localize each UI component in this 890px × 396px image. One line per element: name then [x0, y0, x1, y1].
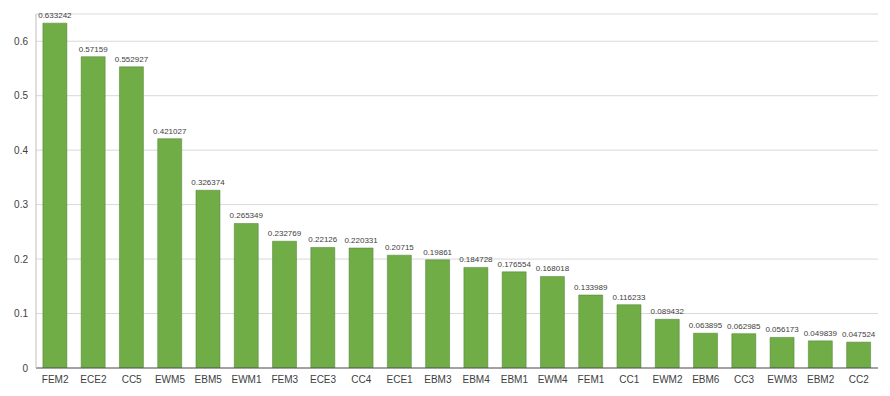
- svg-text:0.3: 0.3: [14, 199, 28, 210]
- svg-text:0.22126: 0.22126: [308, 235, 337, 244]
- svg-text:CC4: CC4: [351, 374, 371, 385]
- svg-text:0.57159: 0.57159: [79, 45, 108, 54]
- svg-text:CC5: CC5: [122, 374, 142, 385]
- svg-text:0.232769: 0.232769: [268, 229, 302, 238]
- svg-text:0.220331: 0.220331: [344, 236, 378, 245]
- svg-text:0.265349: 0.265349: [230, 211, 264, 220]
- svg-text:EBM1: EBM1: [501, 374, 529, 385]
- svg-text:0.063895: 0.063895: [689, 321, 723, 330]
- svg-text:0.168018: 0.168018: [536, 264, 570, 273]
- svg-text:0.2: 0.2: [14, 254, 28, 265]
- svg-text:0.133989: 0.133989: [574, 283, 608, 292]
- svg-text:0.6: 0.6: [14, 36, 28, 47]
- svg-text:EWM4: EWM4: [538, 374, 568, 385]
- svg-text:0.056173: 0.056173: [765, 325, 799, 334]
- svg-text:FEM3: FEM3: [271, 374, 298, 385]
- svg-text:0.5: 0.5: [14, 90, 28, 101]
- svg-text:EWM5: EWM5: [155, 374, 185, 385]
- svg-text:0: 0: [22, 363, 28, 374]
- svg-text:0.049839: 0.049839: [804, 329, 838, 338]
- svg-text:EBM2: EBM2: [807, 374, 835, 385]
- svg-text:0.047524: 0.047524: [842, 330, 876, 339]
- svg-text:FEM2: FEM2: [42, 374, 69, 385]
- svg-text:0.421027: 0.421027: [153, 127, 187, 136]
- svg-text:CC2: CC2: [849, 374, 869, 385]
- svg-text:0.633242: 0.633242: [38, 11, 72, 20]
- svg-text:0.20715: 0.20715: [385, 243, 414, 252]
- svg-text:EBM6: EBM6: [692, 374, 720, 385]
- svg-text:EBM3: EBM3: [424, 374, 452, 385]
- svg-text:0.184728: 0.184728: [459, 255, 493, 264]
- svg-text:0.176554: 0.176554: [497, 260, 531, 269]
- svg-text:ECE2: ECE2: [80, 374, 107, 385]
- svg-text:0.552927: 0.552927: [115, 55, 149, 64]
- svg-text:0.062985: 0.062985: [727, 322, 761, 331]
- svg-text:ECE1: ECE1: [387, 374, 414, 385]
- svg-text:0.4: 0.4: [14, 145, 28, 156]
- svg-text:CC3: CC3: [734, 374, 754, 385]
- svg-text:CC1: CC1: [619, 374, 639, 385]
- svg-text:0.326374: 0.326374: [191, 178, 225, 187]
- svg-text:0.1: 0.1: [14, 308, 28, 319]
- svg-text:FEM1: FEM1: [578, 374, 605, 385]
- svg-text:0.19861: 0.19861: [423, 248, 452, 257]
- svg-text:EWM3: EWM3: [767, 374, 797, 385]
- svg-text:ECE3: ECE3: [310, 374, 337, 385]
- svg-text:EWM2: EWM2: [653, 374, 683, 385]
- svg-text:0.089432: 0.089432: [651, 307, 685, 316]
- svg-text:EBM5: EBM5: [195, 374, 223, 385]
- svg-text:0.116233: 0.116233: [613, 293, 646, 302]
- svg-text:EBM4: EBM4: [463, 374, 491, 385]
- svg-text:EWM1: EWM1: [232, 374, 262, 385]
